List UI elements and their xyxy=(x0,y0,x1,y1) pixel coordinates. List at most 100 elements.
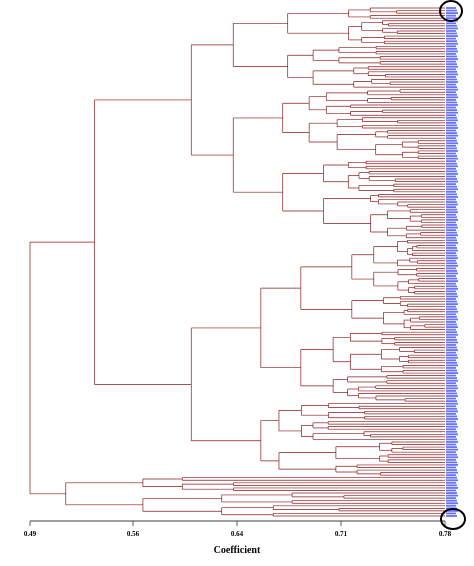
leaf-label xyxy=(446,211,458,214)
leaf-label xyxy=(446,356,458,359)
leaf-label xyxy=(446,155,457,157)
leaf-label xyxy=(446,361,457,364)
leaf-label xyxy=(446,298,456,300)
leaf-label xyxy=(446,12,458,15)
leaf-label xyxy=(446,275,456,277)
leaf-label xyxy=(446,147,457,150)
leaf-label xyxy=(446,300,457,303)
leaf-label xyxy=(446,364,458,367)
leaf-label xyxy=(446,504,456,507)
leaf-label xyxy=(446,430,457,433)
leaf-label xyxy=(446,270,457,272)
leaf-label xyxy=(446,387,458,390)
leaf-label xyxy=(446,129,456,132)
leaf-label xyxy=(446,469,457,471)
leaf-label xyxy=(446,282,456,285)
leaf-label xyxy=(446,476,457,479)
leaf-label xyxy=(446,471,458,474)
leaf-label xyxy=(446,27,458,30)
leaf-label xyxy=(446,157,458,160)
leaf-label xyxy=(446,379,458,382)
leaf-label xyxy=(446,392,457,395)
leaf-label xyxy=(446,479,458,482)
leaf-label xyxy=(446,17,457,20)
leaf-label xyxy=(446,14,456,17)
leaf-label xyxy=(446,183,456,186)
leaf-label xyxy=(446,428,456,431)
leaf-label xyxy=(446,326,458,328)
leaf-label xyxy=(446,124,457,127)
leaf-label xyxy=(446,346,457,349)
leaf-label xyxy=(446,369,457,372)
x-axis-title: Coefficient xyxy=(214,545,261,556)
leaf-label xyxy=(446,303,458,306)
leaf-label xyxy=(446,101,457,104)
leaf-label xyxy=(446,109,457,112)
leaf-label xyxy=(446,515,457,517)
leaf-label xyxy=(446,474,456,477)
highlight-circle-bottom xyxy=(440,508,466,530)
leaf-label xyxy=(446,295,458,298)
leaf-label xyxy=(446,497,456,500)
leaf-label xyxy=(446,441,458,443)
leaf-label xyxy=(446,167,456,170)
leaf-label xyxy=(446,152,456,155)
leaf-label xyxy=(446,277,457,280)
leaf-label xyxy=(446,264,458,267)
leaf-label xyxy=(446,50,458,53)
leaf-label xyxy=(446,438,457,441)
leaf-label xyxy=(446,423,457,426)
leaf-label xyxy=(446,188,458,191)
leaf-label xyxy=(446,466,456,469)
leaf-label xyxy=(446,410,458,413)
leaf-label xyxy=(446,22,456,25)
leaf-label xyxy=(446,254,457,257)
leaf-label xyxy=(446,91,456,94)
leaf-label xyxy=(446,308,457,311)
leaf-label xyxy=(446,512,456,515)
leaf-label xyxy=(446,249,458,252)
leaf-label xyxy=(446,206,456,209)
leaf-label xyxy=(446,367,456,369)
leaf-label xyxy=(446,216,457,219)
leaf-label xyxy=(446,382,456,385)
leaf-label xyxy=(446,229,456,231)
leaf-label xyxy=(446,333,458,336)
leaf-label xyxy=(446,83,456,86)
leaf-label xyxy=(446,453,457,456)
leaf-label xyxy=(446,247,457,249)
leaf-label xyxy=(446,144,456,147)
leaf-label xyxy=(446,252,456,254)
leaf-label xyxy=(446,221,456,224)
leaf-label xyxy=(446,162,457,165)
leaf-label xyxy=(446,359,456,362)
leaf-label xyxy=(446,58,458,60)
leaf-label xyxy=(446,390,456,392)
leaf-label xyxy=(446,9,457,12)
x-tick-label: 0.71 xyxy=(335,530,348,538)
leaf-label xyxy=(446,349,458,351)
leaf-label xyxy=(446,259,456,262)
leaf-label xyxy=(446,323,457,326)
leaf-label xyxy=(446,88,458,91)
leaf-label xyxy=(446,7,456,9)
leaf-label xyxy=(446,502,458,505)
leaf-label xyxy=(446,481,456,484)
leaf-label xyxy=(446,451,456,454)
leaf-label xyxy=(446,384,457,387)
leaf-label xyxy=(446,196,458,198)
leaf-label xyxy=(446,315,457,318)
leaf-label xyxy=(446,106,456,109)
x-tick-label: 0.56 xyxy=(127,530,140,538)
leaf-label xyxy=(446,397,456,400)
leaf-label xyxy=(446,24,457,27)
leaf-label xyxy=(446,443,456,446)
leaf-label xyxy=(446,321,456,323)
leaf-label xyxy=(446,446,457,448)
leaf-label xyxy=(446,285,457,288)
leaf-label xyxy=(446,198,456,201)
leaf-label xyxy=(446,45,456,48)
leaf-label xyxy=(446,134,458,137)
leaf-label xyxy=(446,418,458,420)
leaf-label xyxy=(446,310,458,313)
